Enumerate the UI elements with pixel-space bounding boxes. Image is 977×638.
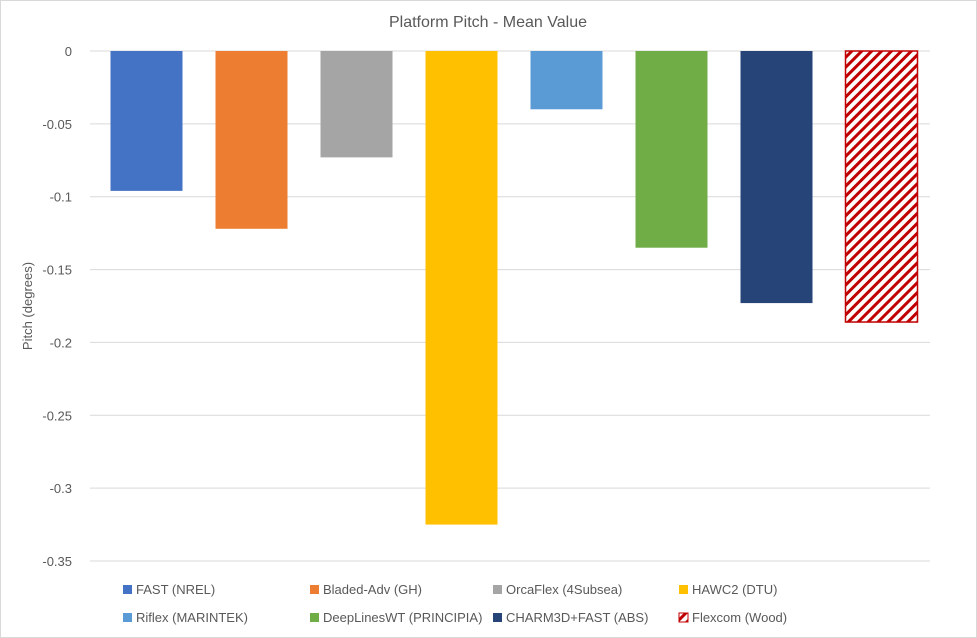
bars <box>110 50 919 525</box>
y-tick-label: -0.1 <box>50 190 72 205</box>
legend-label: FAST (NREL) <box>136 582 215 597</box>
legend-label: HAWC2 (DTU) <box>692 582 777 597</box>
legend-item: HAWC2 (DTU) <box>679 582 777 597</box>
y-tick-label: 0 <box>65 44 72 59</box>
legend-item: FAST (NREL) <box>123 582 215 597</box>
bar-hawc2-dtu <box>425 51 498 525</box>
legend-label: Bladed-Adv (GH) <box>323 582 422 597</box>
legend-swatch <box>123 613 132 622</box>
legend-label: Riflex (MARINTEK) <box>136 610 248 625</box>
legend-label: OrcaFlex (4Subsea) <box>506 582 622 597</box>
y-tick-label: -0.3 <box>50 481 72 496</box>
legend-swatch <box>679 585 688 594</box>
legend-item: CHARM3D+FAST (ABS) <box>493 610 648 625</box>
y-axis-label: Pitch (degrees) <box>20 262 35 350</box>
legend-swatch <box>310 613 319 622</box>
y-tick-label: -0.2 <box>50 335 72 350</box>
legend: FAST (NREL) Bladed-Adv (GH) OrcaFlex (4Sub… <box>123 582 787 625</box>
y-tick-labels: 0 -0.05 -0.1 -0.15 -0.2 -0.25 -0.3 -0.35 <box>42 44 72 569</box>
legend-swatch <box>678 612 689 623</box>
bar-fast-nrel <box>110 51 183 191</box>
legend-swatch <box>123 585 132 594</box>
y-tick-label: -0.25 <box>42 408 72 423</box>
bar-charm3d-fast-abs <box>740 51 813 304</box>
y-tick-label: -0.15 <box>42 263 72 278</box>
bar-deeplineswt-principia <box>635 51 708 248</box>
legend-item: OrcaFlex (4Subsea) <box>493 582 622 597</box>
bar-orcaflex-4subsea <box>320 51 393 158</box>
legend-label: Flexcom (Wood) <box>692 610 787 625</box>
legend-label: DeepLinesWT (PRINCIPIA) <box>323 610 482 625</box>
chart-title: Platform Pitch - Mean Value <box>389 14 587 31</box>
legend-item: Riflex (MARINTEK) <box>123 610 248 625</box>
legend-swatch <box>493 585 502 594</box>
bar-flexcom-wood <box>844 50 919 323</box>
y-tick-label: -0.35 <box>42 554 72 569</box>
legend-swatch <box>493 613 502 622</box>
bar-riflex-marintek <box>530 51 603 110</box>
legend-label: CHARM3D+FAST (ABS) <box>506 610 648 625</box>
legend-item: Bladed-Adv (GH) <box>310 582 422 597</box>
legend-swatch <box>310 585 319 594</box>
legend-item: Flexcom (Wood) <box>678 610 787 625</box>
legend-item: DeepLinesWT (PRINCIPIA) <box>310 610 482 625</box>
bar-bladed-adv-gh <box>215 51 288 229</box>
y-tick-label: -0.05 <box>42 117 72 132</box>
